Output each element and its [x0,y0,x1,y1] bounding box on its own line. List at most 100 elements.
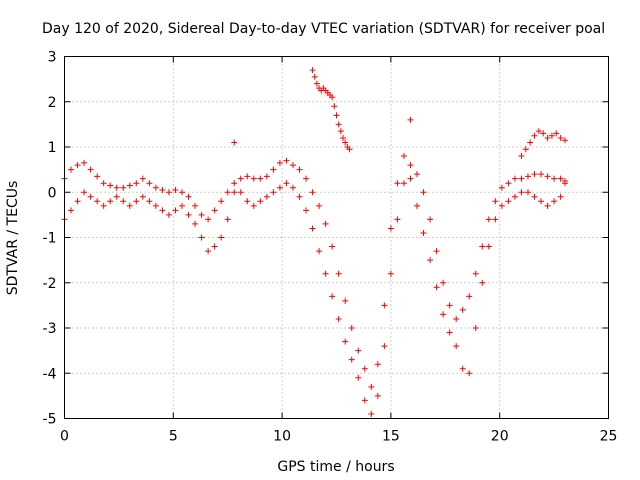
series-lower-track [61,175,568,417]
data-point [152,202,159,209]
data-point [522,146,529,153]
data-point [400,180,407,187]
data-point [133,198,140,205]
data-point [427,257,434,264]
data-point [381,302,388,309]
data-point [420,189,427,196]
data-point [257,175,264,182]
data-point [322,270,329,277]
data-point [211,243,218,250]
x-tick-label: 25 [600,429,618,445]
data-point [185,193,192,200]
data-point [420,229,427,236]
data-point [316,202,323,209]
data-point [472,325,479,331]
data-point [335,121,342,128]
data-point [165,189,172,196]
data-point [120,184,127,191]
data-point [250,202,257,209]
data-point [337,128,344,135]
data-point [348,356,355,363]
data-point [283,180,290,187]
ticks-layer: 0 5 10 15 20 25 -5 -4 -3 -2 -1 0 1 2 3 [43,50,618,445]
data-point [74,198,81,205]
data-point [498,184,505,191]
data-point [561,137,568,144]
data-point [544,134,551,141]
data-point [126,182,133,189]
data-point [126,202,133,209]
data-point [311,73,318,80]
data-point [361,365,368,372]
data-point [139,175,146,182]
data-point [505,198,512,205]
data-point [159,186,166,193]
data-point [237,189,244,196]
data-point [551,175,558,182]
data-point [133,180,140,187]
data-point [303,175,310,182]
data-point [94,198,101,205]
data-point [479,243,486,250]
data-point [387,225,394,232]
data-point [346,146,353,153]
data-point [81,189,88,196]
data-point [270,189,277,196]
x-tick-label: 10 [273,429,291,445]
data-point [440,279,447,286]
data-point [198,211,205,218]
data-point [113,193,120,200]
data-point [231,180,238,187]
data-point [394,216,401,223]
data-point [527,139,534,146]
data-point [407,162,414,169]
data-point [518,175,525,182]
data-point [244,173,251,180]
data-point [263,193,270,200]
data-point [198,234,205,241]
data-point [433,248,440,255]
series-outliers [231,116,414,146]
data-point [231,139,238,146]
data-point [335,315,342,322]
y-tick-label: -5 [43,412,57,428]
data-points-layer [61,67,568,417]
data-point [466,370,473,377]
x-tick-label: 15 [382,429,400,445]
data-point [368,410,375,417]
data-point [81,159,88,166]
data-point [205,248,212,255]
data-point [374,361,381,368]
data-point [518,153,525,160]
data-point [185,211,192,218]
series-upper-track [61,153,568,390]
data-point [313,80,320,87]
data-point [544,202,551,209]
data-point [152,184,159,191]
data-point [309,67,316,74]
data-point [192,202,199,209]
data-point [511,193,518,200]
data-point [407,175,414,182]
data-point [113,184,120,191]
data-point [139,193,146,200]
y-tick-label: 0 [48,185,57,201]
data-point [348,325,355,331]
data-point [270,166,277,173]
data-point [446,329,453,336]
x-tick-label: 5 [169,429,178,445]
data-point [296,166,303,173]
data-point [322,220,329,227]
y-tick-label: -1 [43,231,57,247]
data-point [531,132,538,139]
data-point [172,207,179,214]
data-point [414,202,421,209]
data-point [551,198,558,205]
data-point [342,338,349,345]
data-point [453,343,460,350]
data-point [276,159,283,166]
chart-title: Day 120 of 2020, Sidereal Day-to-day VTE… [42,21,605,37]
data-point [107,182,114,189]
data-point [146,198,153,205]
